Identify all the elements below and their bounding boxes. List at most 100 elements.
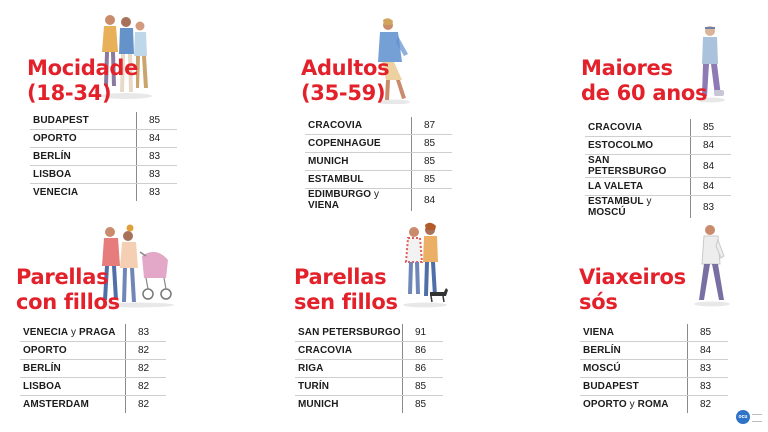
score-cell: 83 [125,324,166,342]
logo-wordmark-decoration [752,414,762,422]
score-cell: 91 [402,324,443,342]
title-line-2: de 60 anos [581,81,708,105]
table-row: AMSTERDAM 82 [20,395,166,413]
panel-title-seniors: Maiores de 60 anos [581,56,707,106]
score-cell: 85 [411,134,452,153]
table-row: ESTOCOLMO 84 [585,136,731,155]
score-cell: 82 [138,399,150,410]
ranking-table-seniors: CRACOVIA 85 ESTOCOLMO 84 SAN PETERSBURGO 84… [585,119,731,218]
score-cell: 85 [411,152,452,171]
connector-text: y [371,189,380,200]
city-cell: AMSTERDAM [20,395,126,413]
table-row: BERLÍN 82 [20,359,166,378]
title-line-2: con fillos [16,290,120,314]
city-cell: BUDAPEST [30,112,137,130]
table-row: OPORTO y ROMA 82 [580,395,728,413]
score-cell: 85 [690,119,731,137]
young-people-illustration [100,15,152,99]
title-line-1: Parellas [16,265,109,289]
score-cell: 85 [687,324,728,342]
score-cell: 85 [411,170,452,189]
score-cell: 83 [136,147,177,166]
table-row: BUDAPEST 85 [30,112,177,130]
title-line-1: Viaxeiros [579,265,686,289]
table-row: MUNICH 85 [295,395,443,413]
panel-title-couples-without-kids: Parellas sen fillos [294,265,398,315]
city-cell: OPORTO [20,341,126,360]
city-cell: TURÍN [295,377,403,396]
title-line-2: sen fillos [294,290,398,314]
table-row: BERLÍN 84 [580,341,728,360]
city-cell: MUNICH [305,152,412,171]
score-cell: 83 [149,187,161,198]
city-cell: MOSCÚ [580,359,688,378]
city-cell: LISBOA [20,377,126,396]
table-row: SAN PETERSBURGO 84 [585,154,731,178]
table-row: MOSCÚ 83 [580,359,728,378]
score-cell: 86 [402,359,443,378]
ranking-table-adults: CRACOVIA 87 COPENHAGUE 85 MUNICH 85 ESTAMBU… [305,117,452,211]
city-cell: LISBOA [30,165,137,184]
city-cell: ESTAMBUL [305,170,412,189]
table-row: ESTAMBUL y MOSCÚ 83 [585,195,731,218]
score-cell: 84 [690,136,731,155]
table-row: RIGA 86 [295,359,443,378]
table-row: VENECIA y PRAGA 83 [20,324,166,342]
panel-title-youth: Mocidade (18-34) [27,56,138,106]
score-cell: 86 [402,341,443,360]
table-row: CRACOVIA 85 [585,119,731,137]
score-cell: 82 [125,359,166,378]
score-cell: 84 [690,177,731,196]
score-cell: 85 [415,399,427,410]
ranking-table-couples-with-kids: VENECIA y PRAGA 83 OPORTO 82 BERLÍN 82 LISB… [20,324,166,413]
score-cell: 83 [687,377,728,396]
city-cell: BUDAPEST [580,377,688,396]
table-row: CRACOVIA 87 [305,117,452,135]
connector-text: y [68,327,80,338]
score-cell: 82 [125,341,166,360]
ocu-logo: ocu [736,410,750,424]
city-cell: OPORTO [30,129,137,148]
table-row: EDIMBURGO y VIENA 84 [305,188,452,211]
table-row: LISBOA 83 [30,165,177,184]
city-cell: EDIMBURGO y VIENA [305,188,412,211]
adult-woman-illustration [378,18,410,104]
panel-title-adults: Adultos (35-59) [301,56,390,106]
score-cell: 83 [136,165,177,184]
city-cell: CRACOVIA [295,341,403,360]
table-row: MUNICH 85 [305,152,452,171]
city-cell: ESTAMBUL y MOSCÚ [585,195,691,218]
city-cell: VIENA [580,324,688,342]
table-row: LA VALETA 84 [585,177,731,196]
city-cell: SAN PETERSBURGO [585,154,691,178]
ranking-table-couples-without-kids: SAN PETERSBURGO 91 CRACOVIA 86 RIGA 86 TURÍ… [295,324,443,413]
city-cell: CRACOVIA [585,119,691,137]
city-cell: BERLÍN [30,147,137,166]
city-cell: COPENHAGUE [305,134,412,153]
city-cell: BERLÍN [20,359,126,378]
score-cell: 87 [411,117,452,135]
title-line-2: sós [579,290,618,314]
table-row: TURÍN 85 [295,377,443,396]
table-row: BUDAPEST 83 [580,377,728,396]
score-cell: 82 [125,377,166,396]
score-cell: 83 [703,201,715,213]
city-cell: OPORTO y ROMA [580,395,688,413]
table-row: OPORTO 82 [20,341,166,360]
connector-text: y [643,196,652,207]
city-cell: BERLÍN [580,341,688,360]
score-cell: 84 [690,154,731,178]
table-row: VENECIA 83 [30,183,177,201]
title-line-1: Maiores [581,56,673,80]
title-line-1: Mocidade [27,56,139,80]
city-cell: SAN PETERSBURGO [295,324,403,342]
score-cell: 84 [136,129,177,148]
title-line-2: (35-59) [301,81,386,105]
table-row: LISBOA 82 [20,377,166,396]
score-cell: 85 [402,377,443,396]
score-cell: 83 [687,359,728,378]
city-cell: CRACOVIA [305,117,412,135]
family-stroller-illustration [102,224,174,308]
score-cell: 84 [424,194,436,206]
table-row: OPORTO 84 [30,129,177,148]
